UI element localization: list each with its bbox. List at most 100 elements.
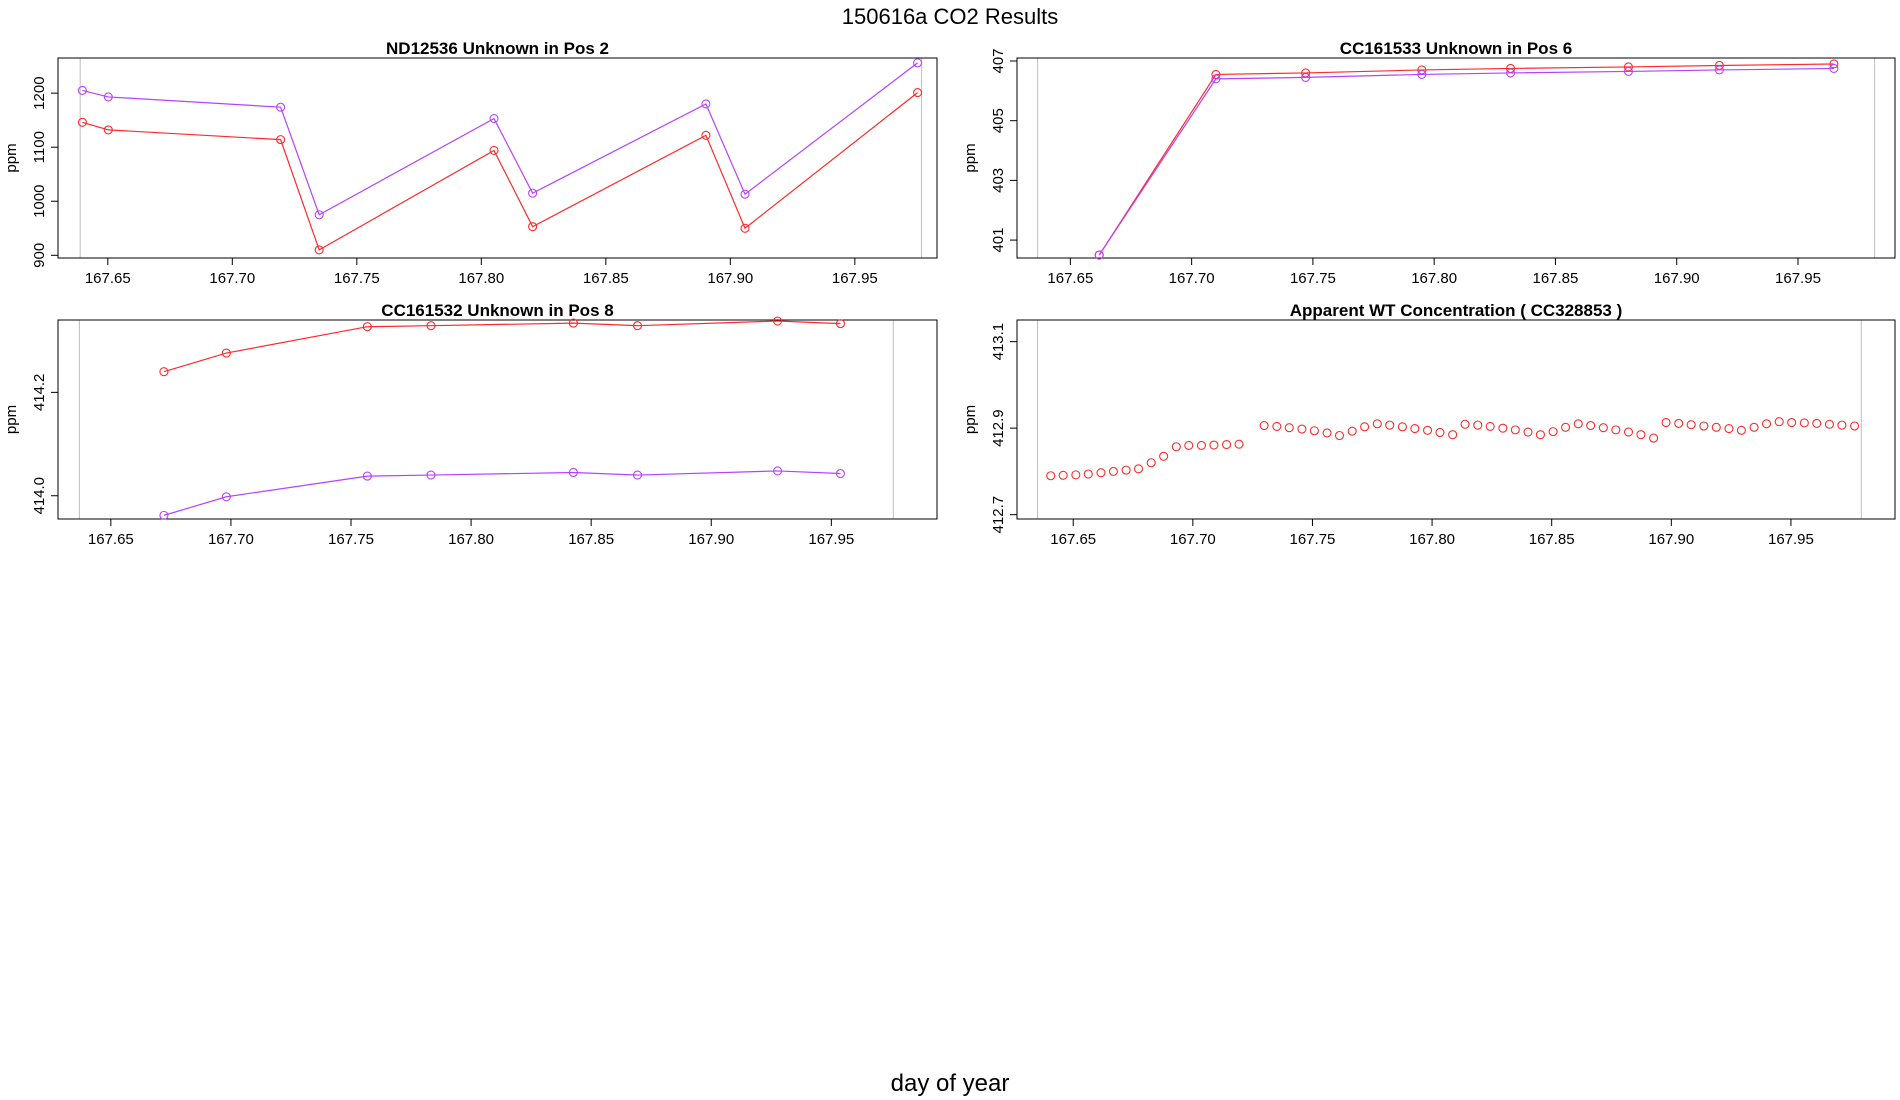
data-point-red — [1787, 417, 1797, 428]
data-point-red — [1071, 470, 1081, 480]
data-point-red — [1284, 423, 1294, 433]
data-point-red — [1699, 421, 1709, 431]
data-point-purple — [701, 99, 711, 109]
data-point-red — [568, 318, 578, 328]
x-tick-label: 167.90 — [707, 270, 753, 287]
data-point-purple — [221, 492, 231, 502]
data-point-purple — [1714, 65, 1724, 75]
data-point-red — [1196, 440, 1207, 451]
data-point-red — [1209, 440, 1219, 450]
data-point-red — [528, 222, 538, 232]
data-point-purple — [1301, 72, 1311, 82]
data-point-red — [1736, 425, 1746, 435]
data-point-purple — [1094, 250, 1104, 260]
data-point-red — [1222, 440, 1232, 450]
series-line-red — [1098, 63, 1834, 256]
y-axis-label: ppm — [962, 143, 979, 172]
data-point-purple — [740, 189, 750, 199]
data-point-purple — [632, 470, 643, 480]
data-point-red — [1561, 422, 1571, 432]
data-point-red — [1397, 422, 1407, 432]
x-tick-label: 167.75 — [1290, 531, 1336, 548]
data-point-red — [1460, 419, 1470, 429]
data-point-red — [1448, 430, 1458, 440]
series-line-red — [82, 92, 918, 251]
data-point-red — [1046, 471, 1056, 481]
data-point-red — [1334, 430, 1345, 441]
page-title: 150616a CO2 Results — [841, 4, 1059, 29]
data-point-red — [1121, 465, 1131, 475]
data-point-red — [1510, 425, 1520, 435]
data-point-red — [1837, 420, 1847, 430]
data-point-red — [276, 135, 286, 145]
data-point-red — [1108, 466, 1118, 476]
data-point-purple — [1417, 69, 1427, 79]
x-tick-label: 167.80 — [1409, 531, 1455, 548]
y-tick-label: 413.1 — [990, 323, 1007, 361]
data-point-red — [103, 125, 113, 135]
data-point-red — [1322, 428, 1332, 438]
data-point-purple — [362, 471, 372, 481]
data-point-red — [221, 348, 231, 358]
data-point-red — [1297, 424, 1307, 434]
data-point-red — [1096, 468, 1106, 478]
data-point-red — [1410, 424, 1420, 434]
data-point-red — [362, 322, 372, 332]
data-point-red — [1234, 439, 1244, 449]
data-point-red — [1749, 422, 1759, 432]
x-tick-label: 167.70 — [1169, 270, 1215, 287]
x-tick-label: 167.85 — [583, 270, 629, 287]
data-point-red — [1058, 470, 1068, 480]
data-point-red — [1761, 419, 1772, 429]
data-point-red — [1829, 59, 1839, 69]
plot-frame — [57, 57, 938, 259]
y-tick-label: 405 — [990, 108, 1007, 133]
y-tick-label: 403 — [990, 168, 1007, 193]
y-tick-label: 414.0 — [31, 477, 48, 515]
x-tick-label: 167.70 — [1170, 531, 1216, 548]
data-point-red — [632, 321, 643, 331]
chart-title: CC161532 Unknown in Pos 8 — [381, 301, 613, 320]
data-point-red — [1812, 418, 1822, 428]
x-tick-label: 167.65 — [1047, 270, 1093, 287]
data-point-red — [1372, 419, 1382, 429]
data-point-red — [1523, 427, 1533, 437]
x-tick-label: 167.70 — [208, 531, 254, 548]
data-point-red — [1083, 469, 1093, 479]
data-point-red — [1611, 425, 1621, 435]
data-point-red — [701, 130, 711, 140]
chart-panel-3: CC161532 Unknown in Pos 8 167.65 167.70 167… — [3, 301, 938, 548]
data-point-red — [1485, 421, 1495, 431]
x-tick-label: 167.75 — [328, 531, 374, 548]
x-tick-label: 167.90 — [1648, 531, 1694, 548]
data-point-red — [913, 88, 923, 98]
chart-title: CC161533 Unknown in Pos 6 — [1340, 39, 1572, 58]
data-point-red — [1548, 427, 1558, 437]
x-tick-label: 167.95 — [1768, 531, 1814, 548]
series-line-red — [163, 320, 841, 373]
data-point-red — [1774, 417, 1784, 427]
y-tick-label: 401 — [990, 228, 1007, 253]
data-point-red — [1535, 430, 1546, 440]
y-axis-label: ppm — [962, 405, 979, 434]
data-point-purple — [426, 470, 436, 480]
data-point-purple — [77, 85, 87, 95]
chart-title: Apparent WT Concentration ( CC328853 ) — [1290, 301, 1623, 320]
x-tick-label: 167.80 — [448, 531, 494, 548]
data-point-red — [835, 319, 846, 329]
data-point-red — [1850, 421, 1860, 431]
data-point-purple — [276, 102, 286, 112]
x-tick-label: 167.65 — [88, 531, 134, 548]
data-point-red — [1146, 458, 1156, 468]
data-point-red — [1649, 433, 1659, 443]
data-point-purple — [772, 466, 783, 476]
data-point-red — [1586, 421, 1596, 431]
data-point-red — [1573, 419, 1583, 429]
data-point-red — [1711, 422, 1721, 432]
data-point-red — [1674, 418, 1684, 428]
data-point-red — [1473, 420, 1483, 430]
chart-panel-2: CC161533 Unknown in Pos 6 167.65 167.70 167… — [962, 39, 1896, 287]
data-point-red — [1360, 422, 1370, 432]
data-point-red — [1598, 423, 1608, 433]
